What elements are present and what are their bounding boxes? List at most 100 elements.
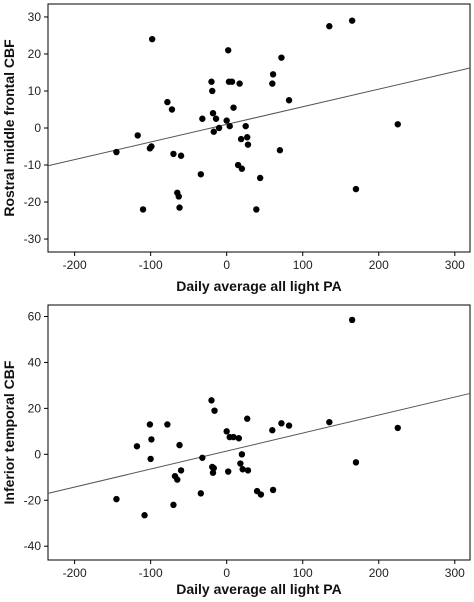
data-point bbox=[269, 71, 277, 78]
data-point bbox=[269, 486, 277, 494]
data-point bbox=[164, 421, 171, 428]
plot-frame bbox=[47, 3, 471, 253]
data-point bbox=[285, 422, 293, 429]
data-point bbox=[285, 97, 293, 104]
data-point bbox=[394, 424, 401, 432]
data-point bbox=[237, 460, 244, 467]
data-point bbox=[197, 171, 205, 178]
data-point bbox=[269, 427, 276, 434]
x-tick-label: 300 bbox=[445, 258, 465, 272]
data-point bbox=[133, 443, 141, 450]
data-point bbox=[236, 80, 243, 87]
data-point bbox=[238, 165, 246, 172]
x-tick-label: 200 bbox=[369, 258, 389, 272]
data-point bbox=[326, 23, 333, 30]
x-axis-title: Daily average all light PA bbox=[176, 278, 341, 294]
data-point bbox=[244, 467, 252, 474]
data-point bbox=[197, 490, 205, 497]
data-point bbox=[177, 152, 185, 159]
data-point bbox=[209, 87, 216, 95]
y-tick-label: 20 bbox=[28, 47, 42, 61]
x-tick-label: -200 bbox=[63, 258, 87, 272]
data-point bbox=[348, 316, 356, 324]
data-point bbox=[174, 476, 181, 483]
y-tick-label: 0 bbox=[34, 121, 41, 135]
data-point bbox=[211, 407, 218, 414]
data-point bbox=[244, 134, 251, 141]
data-point bbox=[175, 193, 182, 200]
x-tick-label: 0 bbox=[223, 566, 230, 580]
data-point bbox=[278, 420, 285, 427]
y-tick-label: 0 bbox=[34, 447, 41, 461]
data-point bbox=[134, 132, 141, 139]
data-point bbox=[113, 148, 120, 156]
data-point bbox=[326, 418, 333, 426]
data-point bbox=[170, 501, 177, 509]
data-point bbox=[239, 466, 246, 473]
data-point bbox=[235, 435, 243, 442]
y-tick-label: -20 bbox=[24, 195, 42, 209]
data-point bbox=[148, 143, 155, 150]
x-tick-label: -200 bbox=[63, 566, 87, 580]
data-point bbox=[113, 495, 120, 503]
y-axis-title: Rostral middle frontal CBF bbox=[1, 39, 17, 217]
data-point bbox=[244, 141, 252, 148]
data-point bbox=[141, 512, 148, 519]
data-point bbox=[210, 128, 217, 135]
y-tick-label: -40 bbox=[24, 539, 42, 553]
data-point bbox=[352, 459, 360, 466]
data-point bbox=[177, 467, 185, 474]
regression-line bbox=[47, 392, 471, 494]
x-tick-label: 100 bbox=[293, 566, 313, 580]
y-tick-label: 60 bbox=[28, 309, 42, 323]
data-point bbox=[225, 47, 232, 54]
x-tick-label: 200 bbox=[369, 566, 389, 580]
x-axis-title: Daily average all light PA bbox=[176, 581, 341, 597]
y-tick-label: -20 bbox=[24, 493, 42, 507]
data-point bbox=[253, 206, 260, 213]
regression-line bbox=[47, 67, 471, 167]
data-point bbox=[228, 78, 236, 85]
data-point bbox=[168, 106, 176, 113]
data-point bbox=[256, 174, 264, 182]
plot-frame bbox=[47, 304, 471, 561]
data-point bbox=[223, 428, 230, 435]
data-point bbox=[230, 433, 237, 441]
y-tick-label: -30 bbox=[24, 232, 42, 246]
data-point bbox=[257, 491, 265, 498]
data-point bbox=[208, 397, 215, 404]
data-point bbox=[176, 204, 183, 211]
x-tick-label: 300 bbox=[445, 566, 465, 580]
data-point bbox=[230, 104, 237, 111]
y-tick-label: -10 bbox=[24, 158, 42, 172]
data-point bbox=[208, 78, 215, 85]
x-tick-label: 0 bbox=[223, 258, 230, 272]
data-point bbox=[147, 455, 154, 463]
x-tick-label: -100 bbox=[139, 258, 163, 272]
data-point bbox=[226, 122, 233, 130]
data-point bbox=[148, 436, 155, 443]
data-point bbox=[242, 122, 249, 130]
data-point bbox=[212, 115, 220, 122]
data-point bbox=[244, 415, 251, 422]
data-point bbox=[269, 80, 276, 87]
x-tick-label: 100 bbox=[293, 258, 313, 272]
data-point bbox=[148, 35, 156, 43]
data-point bbox=[276, 147, 284, 154]
y-tick-label: 40 bbox=[28, 355, 42, 369]
data-point bbox=[352, 185, 360, 193]
data-point bbox=[348, 17, 356, 24]
data-point bbox=[237, 135, 245, 143]
data-point bbox=[278, 54, 285, 61]
data-point bbox=[225, 468, 232, 475]
data-point bbox=[223, 117, 230, 124]
y-axis-title: Inferior temporal CBF bbox=[1, 360, 17, 504]
data-point bbox=[394, 121, 401, 128]
data-point bbox=[215, 124, 223, 132]
y-tick-label: 30 bbox=[28, 10, 42, 24]
data-point bbox=[210, 464, 217, 472]
data-point bbox=[199, 115, 206, 122]
